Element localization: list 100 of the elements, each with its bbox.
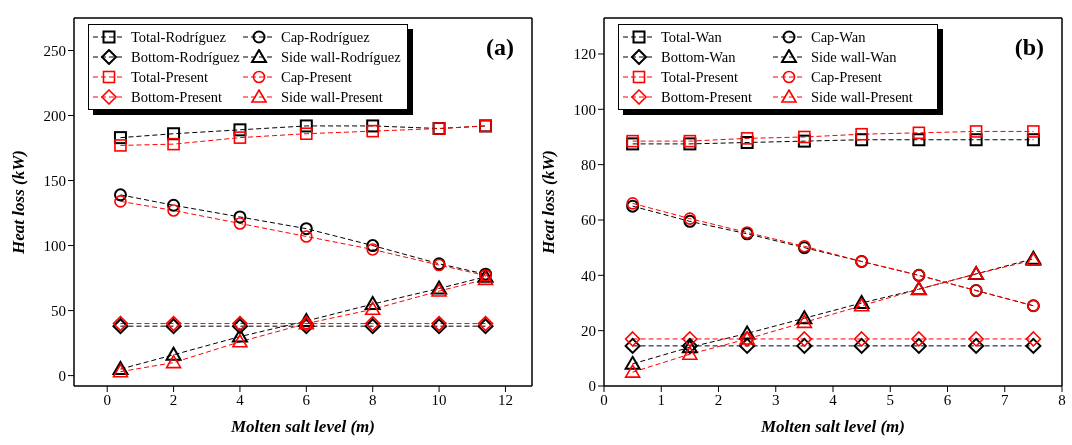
- point: [796, 310, 813, 325]
- y-tick-label: 250: [43, 42, 66, 59]
- x-axis-title: Molten salt level (m): [759, 417, 906, 436]
- y-tick-label: 100: [43, 237, 66, 254]
- point: [1027, 125, 1040, 138]
- point: [682, 331, 698, 347]
- y-tick-label: 40: [581, 267, 596, 284]
- point: [1025, 331, 1042, 347]
- point: [167, 204, 180, 217]
- point: [682, 346, 698, 360]
- point: [233, 123, 247, 137]
- point: [968, 337, 985, 354]
- point: [968, 331, 984, 347]
- legend-label: Bottom-Wan: [661, 48, 736, 67]
- point: [233, 131, 247, 144]
- x-tick-label: 10: [431, 391, 447, 408]
- point: [364, 296, 381, 311]
- point: [366, 124, 379, 138]
- point: [739, 325, 756, 340]
- legend-label: Total-Wan: [661, 28, 722, 47]
- legend-label: Side wall-Wan: [811, 48, 897, 67]
- legend-label: Cap-Wan: [811, 28, 866, 47]
- point: [969, 133, 983, 147]
- legend-label: Bottom-Present: [661, 88, 753, 107]
- point: [1026, 133, 1040, 147]
- point: [167, 127, 181, 141]
- y-axis-title: Heat loss (kW): [9, 150, 29, 255]
- legend-label: Side wall-Present: [281, 88, 383, 107]
- point: [167, 198, 181, 212]
- point: [165, 346, 182, 361]
- point: [624, 364, 641, 378]
- point: [299, 222, 313, 236]
- x-tick-label: 8: [1058, 391, 1066, 408]
- point: [231, 328, 248, 343]
- point: [624, 331, 641, 347]
- point: [299, 119, 313, 133]
- point: [366, 239, 380, 253]
- x-tick-label: 6: [943, 391, 952, 408]
- y-tick-label: 50: [51, 302, 66, 319]
- point: [796, 337, 813, 354]
- point: [114, 195, 127, 208]
- annotation: (b): [1014, 34, 1044, 61]
- y-tick-label: 20: [581, 322, 596, 339]
- y-tick-label: 150: [43, 172, 66, 189]
- legend-label: Bottom-Present: [131, 88, 223, 107]
- legend-label: Side wall-Present: [811, 88, 913, 107]
- legend-label: Side wall-Rodríguez: [281, 48, 401, 67]
- point: [232, 333, 248, 348]
- point: [796, 314, 813, 329]
- point: [114, 139, 127, 152]
- x-tick-label: 2: [714, 391, 723, 408]
- legend-label: Total-Rodríguez: [131, 28, 226, 47]
- legend-label: Total-Present: [131, 68, 209, 87]
- legend-label: Bottom-Rodríguez: [131, 48, 240, 67]
- x-tick-label: 0: [600, 391, 608, 408]
- point: [300, 230, 313, 243]
- x-tick-label: 12: [497, 391, 513, 408]
- point: [233, 217, 247, 230]
- point: [853, 337, 870, 354]
- point: [624, 337, 641, 354]
- x-tick-label: 6: [302, 391, 311, 408]
- point: [910, 337, 927, 354]
- point: [798, 130, 811, 144]
- annotation: (a): [486, 34, 514, 61]
- point: [364, 301, 381, 316]
- point: [739, 337, 756, 354]
- point: [113, 188, 127, 202]
- x-tick-label: 3: [772, 391, 780, 408]
- point: [855, 133, 869, 147]
- y-tick-label: 200: [43, 107, 66, 124]
- y-tick-label: 100: [573, 101, 596, 118]
- point: [796, 331, 813, 347]
- point: [911, 331, 927, 347]
- y-tick-label: 60: [581, 212, 596, 229]
- point: [366, 243, 379, 256]
- point: [969, 125, 983, 138]
- point: [167, 137, 180, 151]
- x-tick-label: 1: [657, 391, 665, 408]
- legend-label: Cap-Present: [281, 68, 352, 87]
- x-tick-label: 2: [169, 391, 178, 408]
- x-tick-label: 4: [236, 391, 245, 408]
- point: [740, 136, 754, 150]
- point: [912, 126, 926, 140]
- point: [300, 127, 313, 141]
- y-tick-label: 0: [588, 378, 596, 395]
- legend-label: Cap-Rodríguez: [281, 28, 370, 47]
- x-tick-label: 7: [1001, 391, 1009, 408]
- y-tick-label: 0: [58, 367, 66, 384]
- point: [233, 210, 247, 224]
- point: [797, 134, 811, 148]
- point: [113, 131, 127, 145]
- point: [624, 355, 641, 370]
- legend-label: Cap-Present: [811, 68, 882, 87]
- y-tick-label: 120: [573, 46, 596, 63]
- x-tick-label: 5: [886, 391, 894, 408]
- point: [165, 354, 182, 369]
- x-tick-label: 0: [103, 391, 111, 408]
- legend-label: Total-Present: [661, 68, 739, 87]
- x-axis-title: Molten salt level (m): [229, 417, 376, 436]
- x-tick-label: 8: [368, 391, 377, 408]
